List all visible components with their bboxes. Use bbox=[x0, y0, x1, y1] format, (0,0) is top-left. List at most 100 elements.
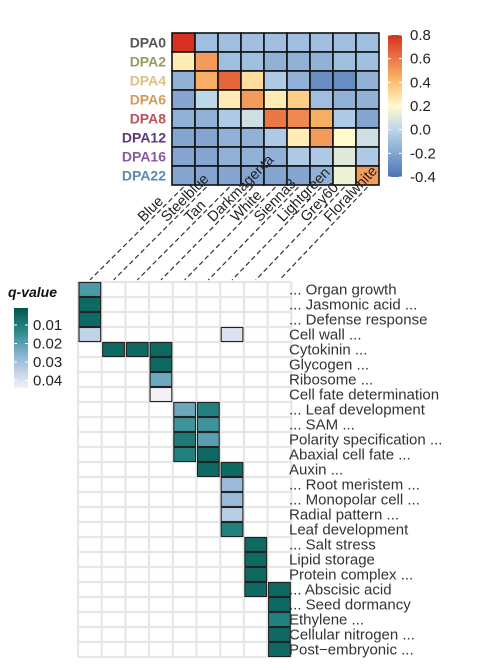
q-value-tick-label: 0.01 bbox=[33, 317, 62, 334]
corr-cell-DPA0-Lightgreen bbox=[309, 32, 334, 53]
corr-cell-DPA2-Tan bbox=[217, 51, 242, 72]
enrichment-cell-White-8 bbox=[173, 401, 197, 418]
corr-cell-DPA0-Tan bbox=[217, 32, 242, 53]
colorbar-tick-label: 0.4 bbox=[410, 74, 431, 91]
q-value-tick-label: 0.02 bbox=[33, 336, 62, 353]
corr-cell-DPA0-Blue bbox=[171, 32, 196, 53]
corr-cell-DPA6-White bbox=[263, 89, 288, 110]
colorbar-tick-label: 0.2 bbox=[410, 98, 431, 115]
go-term-label: ... Abscisic acid bbox=[289, 582, 392, 599]
enrichment-cell-Lightgreen-15 bbox=[220, 506, 244, 523]
enrichment-cell-Darkmagenta-6 bbox=[149, 371, 173, 388]
corr-cell-DPA16-Floralwhite bbox=[355, 146, 380, 167]
corr-cell-DPA12-Grey60 bbox=[332, 127, 357, 148]
colorbar-tick-label: -0.2 bbox=[410, 145, 436, 162]
go-term-label: Cellular nitrogen ... bbox=[289, 627, 415, 644]
enrichment-cell-Sienna3-12 bbox=[196, 461, 220, 478]
corr-cell-DPA2-Steelblue bbox=[194, 51, 219, 72]
go-term-label: Cell fate determination bbox=[289, 387, 439, 404]
colorbar-tick-label: 0.8 bbox=[410, 27, 431, 44]
enrichment-cell-Sienna3-8 bbox=[196, 401, 220, 418]
enrichment-cell-Grey60-19 bbox=[244, 566, 268, 583]
enrichment-cell-Darkmagenta-5 bbox=[149, 356, 173, 373]
corr-cell-DPA4-Blue bbox=[171, 70, 196, 91]
row-label-DPA16: DPA16 bbox=[122, 149, 166, 165]
enrichment-cell-Steelblue-4 bbox=[102, 341, 125, 358]
corr-cell-DPA4-Floralwhite bbox=[355, 70, 380, 91]
connector-line-Darkmagenta bbox=[160, 186, 253, 281]
module-connector-lines bbox=[89, 186, 368, 281]
enrichment-cell-Grey60-18 bbox=[244, 551, 268, 568]
connector-line-Grey60 bbox=[255, 186, 345, 281]
corr-cell-DPA6-Sienna3 bbox=[286, 89, 311, 110]
row-label-DPA6: DPA6 bbox=[130, 92, 167, 108]
enrichment-cell-Grey60-20 bbox=[244, 581, 268, 598]
connector-line-Sienna3 bbox=[207, 186, 299, 281]
corr-cell-DPA16-Sienna3 bbox=[286, 146, 311, 167]
corr-cell-DPA22-Floralwhite bbox=[355, 165, 380, 186]
corr-cell-DPA12-Darkmagenta bbox=[240, 127, 265, 148]
enrichment-cell-Lightgreen-14 bbox=[220, 491, 244, 508]
corr-cell-DPA6-Blue bbox=[171, 89, 196, 110]
enrichment-cell-Blue-0 bbox=[78, 281, 102, 298]
corr-cell-DPA12-Floralwhite bbox=[355, 127, 380, 148]
go-term-label: Protein complex ... bbox=[289, 567, 413, 584]
corr-cell-DPA2-Blue bbox=[171, 51, 196, 72]
enrichment-cells bbox=[78, 281, 291, 658]
corr-cell-DPA16-Grey60 bbox=[332, 146, 357, 167]
corr-cell-DPA0-Darkmagenta bbox=[240, 32, 265, 53]
enrichment-cell-Tan-4 bbox=[125, 341, 149, 358]
q-value-gradient bbox=[14, 308, 28, 388]
corr-cell-DPA16-Blue bbox=[171, 146, 196, 167]
q-value-legend-title: q-value bbox=[8, 284, 57, 300]
enrichment-cell-Floralwhite-21 bbox=[268, 596, 291, 613]
go-term-label: ... Organ growth bbox=[289, 282, 397, 299]
q-value-tick-label: 0.04 bbox=[33, 373, 62, 390]
colorbar-tick-label: -0.4 bbox=[410, 169, 436, 186]
enrichment-cell-Lightgreen-16 bbox=[220, 521, 244, 538]
go-term-label: Auxin ... bbox=[289, 462, 343, 479]
corr-cell-DPA6-Floralwhite bbox=[355, 89, 380, 110]
q-value-tick-label: 0.03 bbox=[33, 354, 62, 371]
enrichment-cell-Blue-2 bbox=[78, 311, 102, 328]
go-term-label: ... Defense response bbox=[289, 312, 427, 329]
corr-cell-DPA16-Tan bbox=[217, 146, 242, 167]
go-term-label: ... Salt stress bbox=[289, 537, 376, 554]
connector-line-Tan bbox=[136, 186, 230, 281]
corr-cell-DPA8-White bbox=[263, 108, 288, 129]
corr-cell-DPA2-Sienna3 bbox=[286, 51, 311, 72]
enrichment-cell-Floralwhite-24 bbox=[268, 641, 291, 658]
connector-line-Floralwhite bbox=[279, 186, 368, 281]
corr-cell-DPA6-Steelblue bbox=[194, 89, 219, 110]
corr-cell-DPA4-Tan bbox=[217, 70, 242, 91]
go-term-label: ... Monopolar cell ... bbox=[289, 492, 420, 509]
corr-cell-DPA8-Darkmagenta bbox=[240, 108, 265, 129]
enrichment-cell-Blue-1 bbox=[78, 296, 102, 313]
enrichment-cell-Darkmagenta-4 bbox=[149, 341, 173, 358]
corr-cell-DPA12-Blue bbox=[171, 127, 196, 148]
corr-cell-DPA2-White bbox=[263, 51, 288, 72]
corr-cell-DPA16-Steelblue bbox=[194, 146, 219, 167]
correlation-colorbar: 0.8 0.6 0.4 0.2 0.0 -0.2 -0.4 bbox=[388, 27, 436, 186]
go-term-label: Lipid storage bbox=[289, 552, 375, 569]
row-label-DPA12: DPA12 bbox=[122, 130, 166, 146]
corr-cell-DPA4-Steelblue bbox=[194, 70, 219, 91]
enrichment-cell-White-11 bbox=[173, 446, 197, 463]
corr-cell-DPA4-Lightgreen bbox=[309, 70, 334, 91]
corr-cell-DPA6-Darkmagenta bbox=[240, 89, 265, 110]
corr-cell-DPA8-Blue bbox=[171, 108, 196, 129]
go-term-label: Cell wall ... bbox=[289, 327, 362, 344]
corr-cell-DPA12-Lightgreen bbox=[309, 127, 334, 148]
corr-cell-DPA12-Sienna3 bbox=[286, 127, 311, 148]
go-term-label: Cytokinin ... bbox=[289, 342, 367, 359]
enrichment-cell-Lightgreen-13 bbox=[220, 476, 244, 493]
corr-cell-DPA8-Floralwhite bbox=[355, 108, 380, 129]
colorbar-gradient bbox=[388, 35, 402, 177]
enrichment-cell-Floralwhite-22 bbox=[268, 611, 291, 628]
go-term-label: Polarity specification ... bbox=[289, 432, 442, 449]
row-label-DPA22: DPA22 bbox=[122, 168, 166, 184]
enrichment-cell-Sienna3-10 bbox=[196, 431, 220, 448]
corr-cell-DPA0-White bbox=[263, 32, 288, 53]
go-term-label: ... SAM ... bbox=[289, 417, 355, 434]
enrichment-cell-Sienna3-11 bbox=[196, 446, 220, 463]
